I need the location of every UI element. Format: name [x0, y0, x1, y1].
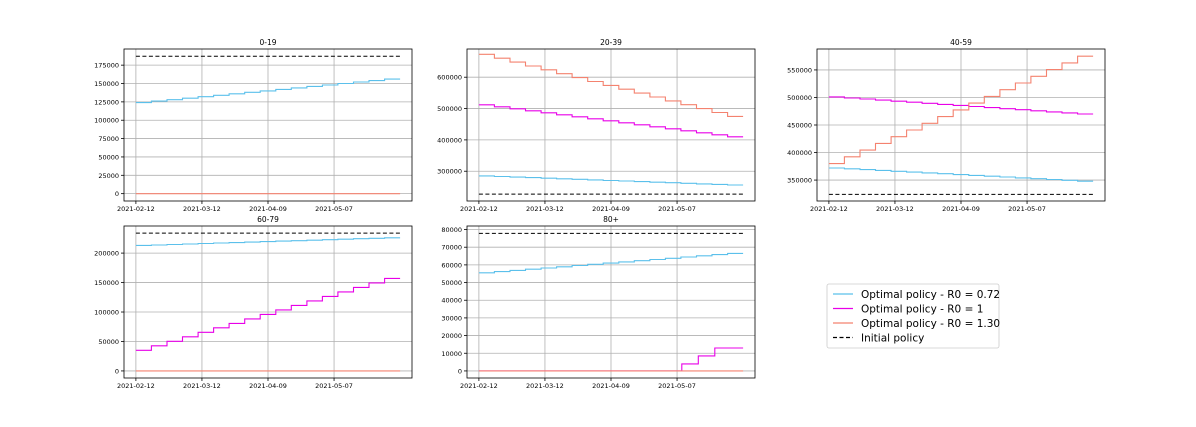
y-tick-label: 0: [458, 367, 462, 375]
y-tick-label: 80000: [441, 226, 462, 234]
series-line-2: [828, 55, 1094, 165]
x-tick-label: 2021-03-12: [183, 382, 221, 390]
subplot-title: 80+: [603, 215, 619, 224]
x-tick-label: 2021-05-07: [315, 205, 353, 213]
subplot-80+: 0 10000 20000 30000 40000 50000 60000 70000 8000…: [441, 215, 756, 390]
y-tick-label: 600000: [437, 74, 462, 82]
series-line-0: [135, 237, 401, 246]
subplot-title: 20-39: [600, 38, 622, 47]
subplot-title: 60-79: [257, 215, 279, 224]
y-tick-label: 30000: [441, 314, 462, 322]
legend-label: Initial policy: [861, 333, 924, 345]
x-tick-label: 2021-04-09: [592, 205, 630, 213]
y-tick-label: 25000: [98, 172, 119, 180]
subplot-title: 0-19: [259, 38, 276, 47]
y-tick-label: 150000: [94, 80, 119, 88]
x-tick-label: 2021-04-09: [249, 382, 287, 390]
subplot-40-59: 350000 400000 450000 500000 550000 2021-02-12…: [787, 38, 1106, 213]
x-tick-label: 2021-05-07: [1008, 205, 1046, 213]
x-tick-label: 2021-04-09: [592, 382, 630, 390]
y-tick-label: 60000: [441, 261, 462, 269]
subplot-0-19: 0 25000 50000 75000 100000 125000 150000 175000…: [94, 38, 413, 213]
x-tick-label: 2021-05-07: [658, 382, 696, 390]
subplot-60-79: 0 50000 100000 150000 200000 2021-02-12 2021-0…: [94, 215, 413, 390]
y-tick-label: 0: [115, 190, 119, 198]
y-tick-label: 50000: [98, 153, 119, 161]
subplot-20-39: 300000 400000 500000 600000 2021-02-12 2021-0…: [437, 38, 756, 213]
x-tick-label: 2021-05-07: [315, 382, 353, 390]
x-tick-label: 2021-02-12: [810, 205, 848, 213]
x-tick-label: 2021-03-12: [526, 205, 564, 213]
subplot-title: 40-59: [950, 38, 972, 47]
y-tick-label: 50000: [441, 279, 462, 287]
y-tick-label: 500000: [787, 94, 812, 102]
series-line-0: [478, 175, 744, 186]
y-tick-label: 400000: [437, 136, 462, 144]
x-tick-label: 2021-03-12: [526, 382, 564, 390]
y-tick-label: 10000: [441, 350, 462, 358]
x-tick-label: 2021-03-12: [183, 205, 221, 213]
legend: Optimal policy - R0 = 0.72 Optimal policy…: [826, 283, 1000, 349]
y-tick-label: 550000: [787, 66, 812, 74]
x-tick-label: 2021-02-12: [117, 382, 155, 390]
x-tick-label: 2021-05-07: [658, 205, 696, 213]
y-tick-label: 70000: [441, 244, 462, 252]
legend-frame: [826, 283, 1000, 349]
y-tick-label: 125000: [94, 98, 119, 106]
y-tick-label: 175000: [94, 62, 119, 70]
x-tick-label: 2021-04-09: [942, 205, 980, 213]
legend-label: Optimal policy - R0 = 1: [861, 304, 983, 316]
series-line-0: [478, 252, 744, 274]
y-tick-label: 150000: [94, 279, 119, 287]
series-line-0: [135, 78, 401, 104]
y-tick-label: 100000: [94, 309, 119, 317]
y-tick-label: 20000: [441, 332, 462, 340]
y-tick-label: 40000: [441, 297, 462, 305]
legend-label: Optimal policy - R0 = 1.30: [861, 318, 1000, 330]
series-line-2: [478, 53, 744, 117]
x-tick-label: 2021-03-12: [876, 205, 914, 213]
legend-label: Optimal policy - R0 = 0.72: [861, 289, 1000, 301]
x-tick-label: 2021-02-12: [460, 205, 498, 213]
y-tick-label: 350000: [787, 177, 812, 185]
y-tick-label: 50000: [98, 338, 119, 346]
y-tick-label: 300000: [437, 168, 462, 176]
y-tick-label: 200000: [94, 250, 119, 258]
y-tick-label: 400000: [787, 149, 812, 157]
x-tick-label: 2021-02-12: [460, 382, 498, 390]
x-tick-label: 2021-04-09: [249, 205, 287, 213]
y-tick-label: 500000: [437, 105, 462, 113]
series-line-1: [828, 96, 1094, 115]
series-line-0: [828, 167, 1094, 182]
series-line-1: [478, 104, 744, 138]
series-line-1: [135, 277, 401, 351]
x-tick-label: 2021-02-12: [117, 205, 155, 213]
y-tick-label: 75000: [98, 135, 119, 143]
y-tick-label: 450000: [787, 122, 812, 130]
y-tick-label: 100000: [94, 117, 119, 125]
y-tick-label: 0: [115, 367, 119, 375]
